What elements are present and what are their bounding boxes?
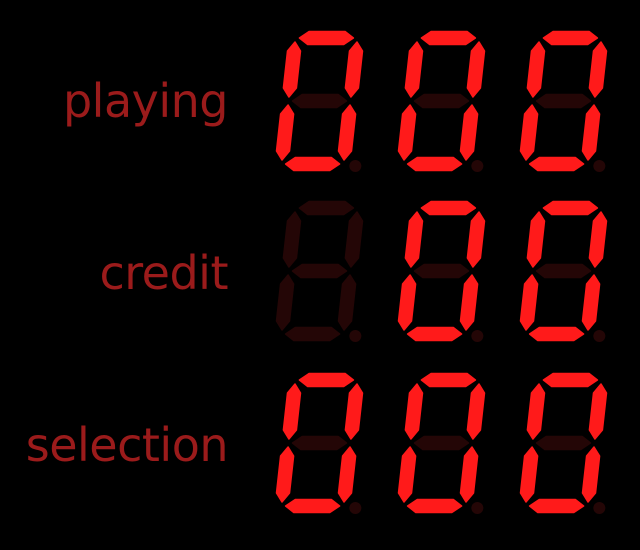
playing-digit-2-segment-d: [406, 156, 463, 172]
playing-digit-1-segment-c: [337, 104, 357, 161]
playing-label: playing: [62, 74, 229, 128]
selection-digit-1-decimal-point: [349, 502, 362, 514]
credit-digit-3-segment-g: [535, 263, 592, 279]
credit-counter-row: credit: [0, 200, 640, 370]
credit-digit-2-segment-c: [459, 274, 479, 331]
selection-digit-3-segment-f: [526, 383, 546, 440]
selection-digit-3-segment-d: [528, 498, 585, 514]
playing-digit-3: [519, 30, 608, 172]
selection-digit-2-decimal-point: [471, 502, 484, 514]
credit-digit-1-segment-c: [337, 274, 357, 331]
playing-digit-1-segment-g: [291, 93, 348, 109]
selection-digit-1-segment-f: [282, 383, 302, 440]
playing-digit-2-segment-g: [413, 93, 470, 109]
credit-digit-1: [275, 200, 364, 342]
playing-display: [268, 30, 640, 200]
credit-digit-3-segment-c: [581, 274, 601, 331]
credit-digit-3-segment-d: [528, 326, 585, 342]
selection-digit-2-segment-e: [397, 446, 417, 503]
credit-digit-1-segment-d: [284, 326, 341, 342]
selection-digit-3-segment-g: [535, 435, 592, 451]
playing-digit-3-segment-b: [588, 41, 608, 98]
credit-digit-1-segment-b: [344, 211, 364, 268]
credit-digit-1-segment-g: [291, 263, 348, 279]
selection-digit-2-segment-d: [406, 498, 463, 514]
selection-digit-1-segment-c: [337, 446, 357, 503]
credit-digit-2-segment-g: [413, 263, 470, 279]
credit-digit-2-decimal-point: [471, 330, 484, 342]
selection-digit-2-segment-b: [466, 383, 486, 440]
selection-digit-1-segment-a: [298, 372, 355, 388]
credit-digit-1-segment-f: [282, 211, 302, 268]
credit-digit-3-segment-a: [542, 200, 599, 216]
playing-digit-1-segment-a: [298, 30, 355, 46]
playing-counter-row: playing: [0, 30, 640, 200]
playing-digit-3-segment-g: [535, 93, 592, 109]
playing-digit-1-segment-e: [275, 104, 295, 161]
selection-digit-3-segment-a: [542, 372, 599, 388]
credit-digit-3: [519, 200, 608, 342]
credit-digit-2-segment-e: [397, 274, 417, 331]
credit-digit-1-segment-e: [275, 274, 295, 331]
credit-display: [268, 200, 640, 370]
credit-digit-3-segment-b: [588, 211, 608, 268]
selection-digit-1: [275, 372, 364, 514]
credit-digit-2-segment-f: [404, 211, 424, 268]
playing-digit-1-decimal-point: [349, 160, 362, 172]
playing-digit-3-decimal-point: [593, 160, 606, 172]
playing-digit-1-segment-b: [344, 41, 364, 98]
selection-digit-1-segment-d: [284, 498, 341, 514]
credit-digit-1-decimal-point: [349, 330, 362, 342]
credit-digit-2-segment-b: [466, 211, 486, 268]
selection-digit-2-segment-a: [420, 372, 477, 388]
playing-digit-3-segment-a: [542, 30, 599, 46]
selection-digit-1-segment-g: [291, 435, 348, 451]
selection-digit-2-segment-c: [459, 446, 479, 503]
selection-digit-3-decimal-point: [593, 502, 606, 514]
credit-digit-2-segment-a: [420, 200, 477, 216]
credit-label: credit: [99, 246, 228, 300]
selection-digit-2: [397, 372, 486, 514]
selection-digit-3-segment-e: [519, 446, 539, 503]
playing-digit-2-segment-b: [466, 41, 486, 98]
playing-digit-3-segment-e: [519, 104, 539, 161]
selection-counter-row: selection: [0, 372, 640, 542]
credit-digit-1-segment-a: [298, 200, 355, 216]
playing-digit-1-segment-d: [284, 156, 341, 172]
selection-display: [268, 372, 640, 542]
playing-digit-1: [275, 30, 364, 172]
playing-digit-2-segment-a: [420, 30, 477, 46]
credit-digit-2-segment-d: [406, 326, 463, 342]
selection-digit-3-segment-b: [588, 383, 608, 440]
playing-digit-2-segment-e: [397, 104, 417, 161]
credit-digit-2: [397, 200, 486, 342]
playing-digit-3-segment-d: [528, 156, 585, 172]
playing-digit-3-segment-f: [526, 41, 546, 98]
selection-digit-2-segment-f: [404, 383, 424, 440]
playing-digit-2-segment-f: [404, 41, 424, 98]
playing-digit-3-segment-c: [581, 104, 601, 161]
selection-digit-1-segment-e: [275, 446, 295, 503]
selection-digit-2-segment-g: [413, 435, 470, 451]
playing-digit-1-segment-f: [282, 41, 302, 98]
playing-digit-2: [397, 30, 486, 172]
selection-digit-3-segment-c: [581, 446, 601, 503]
selection-label: selection: [25, 418, 229, 472]
playing-digit-2-segment-c: [459, 104, 479, 161]
selection-digit-3: [519, 372, 608, 514]
playing-digit-2-decimal-point: [471, 160, 484, 172]
credit-digit-3-segment-e: [519, 274, 539, 331]
credit-digit-3-segment-f: [526, 211, 546, 268]
selection-digit-1-segment-b: [344, 383, 364, 440]
credit-digit-3-decimal-point: [593, 330, 606, 342]
